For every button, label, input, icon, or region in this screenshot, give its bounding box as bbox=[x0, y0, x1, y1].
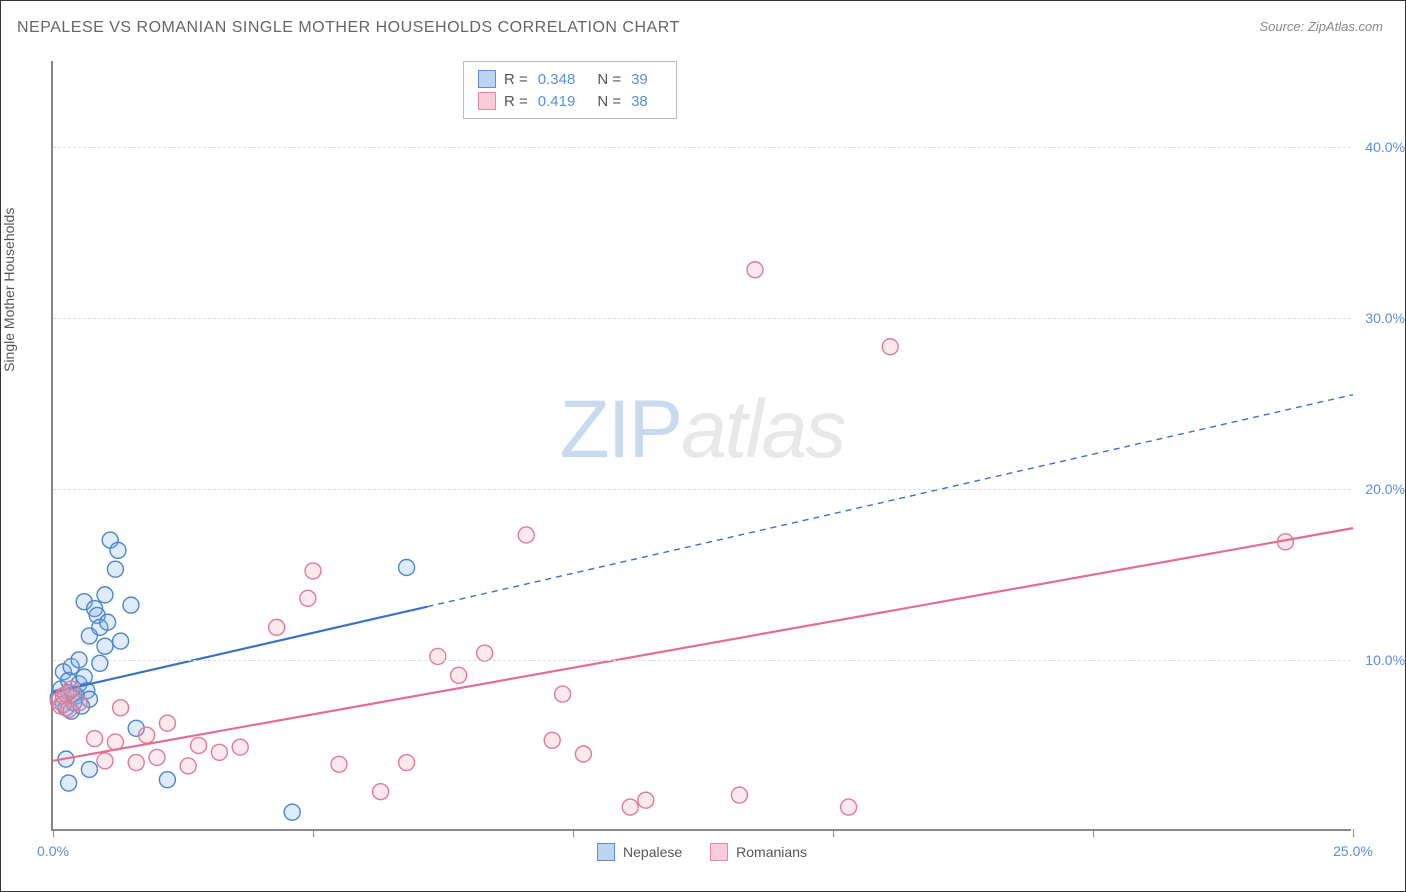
scatter-point bbox=[399, 559, 415, 575]
scatter-point bbox=[71, 695, 87, 711]
scatter-point bbox=[159, 715, 175, 731]
x-tick bbox=[53, 829, 54, 837]
scatter-point bbox=[731, 787, 747, 803]
scatter-point bbox=[518, 527, 534, 543]
series-legend-label: Romanians bbox=[736, 844, 807, 860]
scatter-point bbox=[269, 619, 285, 635]
scatter-point bbox=[399, 755, 415, 771]
scatter-point bbox=[107, 561, 123, 577]
scatter-point bbox=[97, 638, 113, 654]
scatter-point bbox=[110, 542, 126, 558]
scatter-point bbox=[87, 731, 103, 747]
plot-svg bbox=[53, 61, 1351, 829]
legend-swatch-nepalese bbox=[597, 843, 615, 861]
chart-container: NEPALESE VS ROMANIAN SINGLE MOTHER HOUSE… bbox=[0, 0, 1406, 892]
y-axis-label: Single Mother Households bbox=[1, 208, 17, 372]
scatter-point bbox=[97, 753, 113, 769]
y-tick-label: 40.0% bbox=[1365, 139, 1405, 155]
x-tick-label: 25.0% bbox=[1333, 843, 1373, 859]
scatter-point bbox=[284, 804, 300, 820]
scatter-point bbox=[113, 633, 129, 649]
scatter-point bbox=[430, 648, 446, 664]
scatter-point bbox=[61, 775, 77, 791]
scatter-point bbox=[139, 727, 155, 743]
series-legend: Nepalese Romanians bbox=[597, 843, 807, 861]
scatter-point bbox=[113, 700, 129, 716]
scatter-point bbox=[149, 749, 165, 765]
x-tick bbox=[1093, 829, 1094, 837]
gridline bbox=[53, 489, 1351, 490]
scatter-point bbox=[232, 739, 248, 755]
series-legend-item: Nepalese bbox=[597, 843, 682, 861]
scatter-point bbox=[300, 590, 316, 606]
scatter-point bbox=[128, 755, 144, 771]
x-tick bbox=[1353, 829, 1354, 837]
scatter-point bbox=[622, 799, 638, 815]
scatter-point bbox=[180, 758, 196, 774]
scatter-point bbox=[159, 772, 175, 788]
scatter-point bbox=[373, 784, 389, 800]
x-tick-label: 0.0% bbox=[37, 843, 69, 859]
scatter-point bbox=[747, 262, 763, 278]
x-tick bbox=[573, 829, 574, 837]
gridline bbox=[53, 318, 1351, 319]
x-tick bbox=[313, 829, 314, 837]
y-tick-label: 30.0% bbox=[1365, 310, 1405, 326]
chart-source: Source: ZipAtlas.com bbox=[1259, 19, 1383, 34]
y-tick-label: 20.0% bbox=[1365, 481, 1405, 497]
scatter-point bbox=[305, 563, 321, 579]
scatter-point bbox=[100, 614, 116, 630]
scatter-point bbox=[477, 645, 493, 661]
scatter-point bbox=[97, 587, 113, 603]
scatter-point bbox=[211, 744, 227, 760]
trend-line-dashed bbox=[427, 395, 1353, 607]
scatter-point bbox=[882, 339, 898, 355]
legend-swatch-romanians bbox=[710, 843, 728, 861]
plot-area: ZIPatlas R = 0.348 N = 39 R = 0.419 N = … bbox=[51, 61, 1351, 831]
scatter-point bbox=[451, 667, 467, 683]
scatter-point bbox=[555, 686, 571, 702]
y-tick-label: 10.0% bbox=[1365, 652, 1405, 668]
scatter-point bbox=[331, 756, 347, 772]
gridline bbox=[53, 147, 1351, 148]
trend-line-solid bbox=[53, 528, 1353, 761]
series-legend-label: Nepalese bbox=[623, 844, 682, 860]
scatter-point bbox=[575, 746, 591, 762]
scatter-point bbox=[81, 761, 97, 777]
scatter-point bbox=[638, 792, 654, 808]
chart-title: NEPALESE VS ROMANIAN SINGLE MOTHER HOUSE… bbox=[17, 19, 680, 37]
series-legend-item: Romanians bbox=[710, 843, 807, 861]
x-tick bbox=[833, 829, 834, 837]
scatter-point bbox=[841, 799, 857, 815]
gridline bbox=[53, 660, 1351, 661]
scatter-point bbox=[544, 732, 560, 748]
scatter-point bbox=[191, 737, 207, 753]
scatter-point bbox=[123, 597, 139, 613]
scatter-point bbox=[92, 655, 108, 671]
